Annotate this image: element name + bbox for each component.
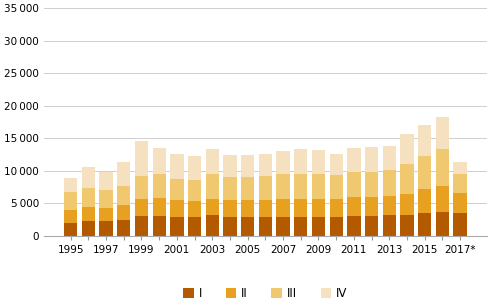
Bar [170, 179, 184, 201]
Bar [294, 149, 307, 174]
Bar [453, 175, 467, 193]
Bar [135, 141, 148, 176]
Bar [312, 150, 325, 175]
Bar [365, 216, 378, 236]
Bar [100, 207, 113, 221]
Bar [117, 162, 131, 185]
Bar [82, 188, 95, 207]
Bar [436, 149, 449, 185]
Bar [329, 154, 343, 175]
Bar [276, 175, 290, 198]
Bar [206, 215, 219, 236]
Bar [82, 207, 95, 221]
Bar [418, 156, 431, 189]
Legend: I, II, III, IV: I, II, III, IV [179, 282, 352, 302]
Bar [276, 198, 290, 217]
Bar [153, 148, 166, 174]
Bar [312, 217, 325, 236]
Bar [135, 216, 148, 236]
Bar [276, 151, 290, 175]
Bar [100, 190, 113, 207]
Bar [259, 176, 272, 200]
Bar [259, 200, 272, 217]
Bar [400, 194, 413, 215]
Bar [382, 170, 396, 196]
Bar [188, 217, 201, 236]
Bar [365, 197, 378, 216]
Bar [153, 174, 166, 198]
Bar [223, 201, 237, 217]
Bar [223, 155, 237, 177]
Bar [347, 197, 360, 216]
Bar [400, 164, 413, 194]
Bar [365, 146, 378, 172]
Bar [259, 217, 272, 236]
Bar [329, 217, 343, 236]
Bar [294, 217, 307, 236]
Bar [436, 117, 449, 149]
Bar [100, 172, 113, 190]
Bar [135, 176, 148, 199]
Bar [418, 125, 431, 156]
Bar [64, 192, 77, 210]
Bar [117, 220, 131, 236]
Bar [135, 199, 148, 216]
Bar [294, 198, 307, 217]
Bar [100, 221, 113, 236]
Bar [329, 199, 343, 217]
Bar [223, 217, 237, 236]
Bar [365, 172, 378, 197]
Bar [329, 175, 343, 199]
Bar [117, 205, 131, 220]
Bar [153, 216, 166, 236]
Bar [382, 196, 396, 215]
Bar [453, 213, 467, 236]
Bar [64, 178, 77, 192]
Bar [259, 154, 272, 176]
Bar [153, 198, 166, 216]
Bar [241, 201, 254, 217]
Bar [241, 155, 254, 177]
Bar [82, 221, 95, 236]
Bar [170, 201, 184, 217]
Bar [418, 189, 431, 214]
Bar [294, 174, 307, 198]
Bar [117, 185, 131, 205]
Bar [436, 212, 449, 236]
Bar [188, 156, 201, 180]
Bar [400, 133, 413, 164]
Bar [418, 214, 431, 236]
Bar [82, 167, 95, 188]
Bar [188, 201, 201, 217]
Bar [436, 185, 449, 212]
Bar [206, 149, 219, 174]
Bar [453, 193, 467, 213]
Bar [347, 148, 360, 172]
Bar [64, 223, 77, 236]
Bar [312, 199, 325, 217]
Bar [170, 154, 184, 179]
Bar [206, 198, 219, 215]
Bar [206, 174, 219, 198]
Bar [400, 215, 413, 236]
Bar [223, 177, 237, 201]
Bar [453, 162, 467, 175]
Bar [382, 146, 396, 170]
Bar [170, 217, 184, 236]
Bar [312, 175, 325, 199]
Bar [188, 180, 201, 201]
Bar [347, 216, 360, 236]
Bar [241, 177, 254, 201]
Bar [64, 210, 77, 223]
Bar [382, 215, 396, 236]
Bar [347, 172, 360, 197]
Bar [241, 217, 254, 236]
Bar [276, 217, 290, 236]
